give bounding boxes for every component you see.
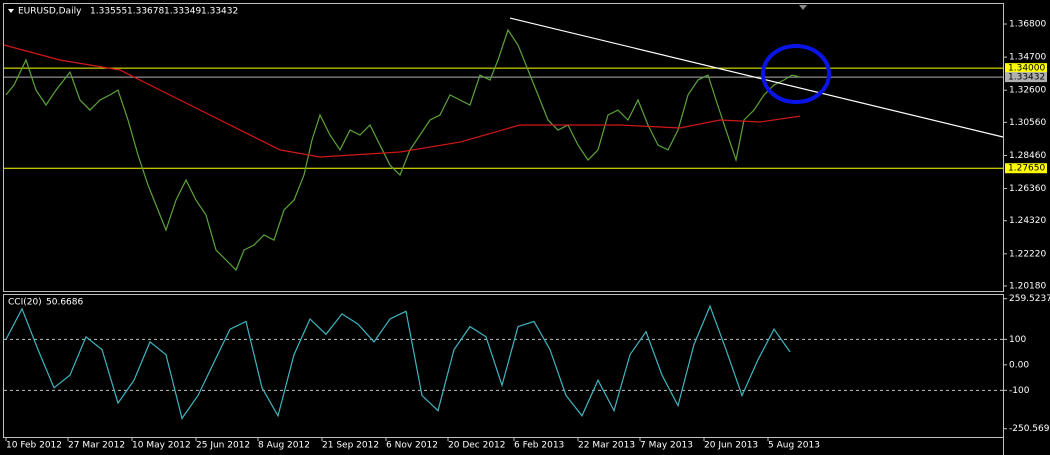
high: 1.33678 (127, 7, 164, 17)
y-tick-label: 1.20180 (1009, 281, 1046, 291)
y-tick-label: -250.569 (1009, 424, 1050, 434)
x-tick-label: 20 Jun 2013 (704, 441, 758, 451)
open: 1.33555 (90, 7, 127, 17)
x-tick-label: 5 Aug 2013 (768, 441, 820, 451)
shift-marker (799, 5, 807, 10)
y-tick-label: 1.22220 (1009, 249, 1046, 259)
x-tick-label: 27 Mar 2012 (68, 441, 125, 451)
series-line (5, 304, 791, 420)
y-tick-label: 1.36800 (1009, 20, 1046, 30)
x-tick-label: 6 Nov 2012 (386, 441, 438, 451)
x-tick-label: 10 Feb 2012 (6, 441, 62, 451)
close: 1.33432 (201, 7, 238, 17)
header: EURUSD,Daily 1.33555 1.33678 1.33349 1.3… (18, 7, 238, 17)
menu-arrow[interactable] (8, 9, 14, 13)
x-tick-label: 22 Mar 2013 (578, 441, 635, 451)
highlight-circle (761, 44, 831, 104)
y-tick-label: 1.24320 (1009, 216, 1046, 226)
y-tick-label: 259.5237 (1009, 294, 1050, 304)
cci-panel-frame (3, 294, 1004, 438)
level-label-box (1005, 63, 1047, 74)
series-line (5, 28, 801, 272)
symbol: EURUSD,Daily (18, 7, 82, 17)
x-tick-label: 6 Feb 2013 (514, 441, 564, 451)
cci-current: 50.6686 (46, 298, 83, 308)
x-tick-label: 10 May 2012 (132, 441, 191, 451)
price-panel-frame (3, 3, 1004, 292)
low: 1.33349 (164, 7, 201, 17)
level-label: 1.34000 (1008, 64, 1045, 74)
x-tick-label: 7 May 2013 (640, 441, 693, 451)
level-label-box (1005, 72, 1047, 83)
series-line (3, 44, 801, 158)
x-tick-label: 21 Sep 2012 (322, 441, 379, 451)
y-tick-label: 100 (1009, 335, 1026, 345)
y-tick-label: 0.00 (1009, 360, 1029, 370)
y-tick-label: 1.32600 (1009, 86, 1046, 96)
y-tick-label: 1.30560 (1009, 118, 1046, 128)
level-label: 1.27650 (1008, 164, 1045, 174)
x-tick-label: 20 Dec 2012 (448, 441, 506, 451)
x-tick-label: 8 Aug 2012 (258, 441, 310, 451)
level-label-box (1005, 163, 1047, 174)
level-label: 1.33432 (1008, 73, 1045, 83)
y-tick-label: 1.28460 (1009, 151, 1046, 161)
y-tick-label: 1.34700 (1009, 53, 1046, 63)
x-tick-label: 25 Jun 2012 (196, 441, 250, 451)
cci-title: CCI(20) (8, 298, 42, 308)
y-tick-label: 1.26360 (1009, 184, 1046, 194)
plot-layer: 1.36800 1.34700 1.32600 1.30560 1.28460 1.263… (3, 17, 1050, 451)
trend-line (509, 17, 1004, 138)
y-tick-label: -100 (1009, 386, 1030, 396)
